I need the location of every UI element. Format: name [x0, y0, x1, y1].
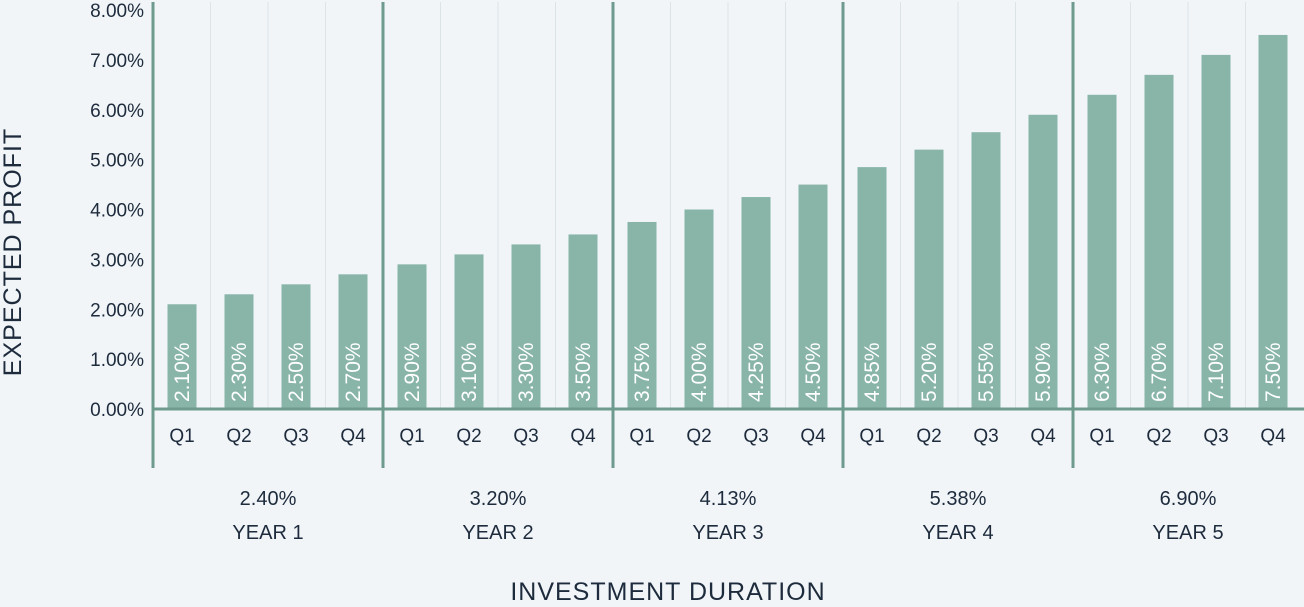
axes	[151, 2, 1304, 468]
labels: 2.10% Q1 2.30% Q2 2.50% Q3 2.70% Q4 2.40% YEAR 1 2…	[169, 342, 1286, 544]
y-tick-label: 7.00%	[90, 51, 144, 72]
bar	[684, 209, 714, 409]
bar	[627, 221, 657, 409]
bars	[167, 34, 1288, 410]
bar	[224, 294, 254, 409]
quarter-label: Q1	[169, 426, 194, 447]
bar	[454, 254, 484, 409]
bar	[1258, 34, 1288, 409]
year-label: YEAR 3	[692, 522, 763, 544]
quarter-label: Q2	[226, 426, 251, 447]
bar	[914, 149, 944, 409]
quarter-label: Q1	[859, 426, 884, 447]
bar	[281, 284, 311, 409]
bar-value-label: 5.20%	[918, 342, 941, 402]
year-average-label: 6.90%	[1160, 488, 1217, 510]
quarter-label: Q4	[570, 426, 596, 447]
bar	[1201, 54, 1231, 409]
bar	[1087, 94, 1117, 409]
bar-value-label: 2.10%	[171, 342, 194, 402]
bar-value-label: 4.25%	[745, 342, 768, 402]
year-label: YEAR 4	[922, 522, 993, 544]
quarter-label: Q2	[456, 426, 481, 447]
bar	[397, 264, 427, 409]
bar	[971, 132, 1001, 409]
y-tick-label: 4.00%	[90, 201, 144, 222]
bar-value-label: 4.50%	[802, 342, 825, 402]
y-tick-label: 1.00%	[90, 350, 144, 371]
bar-value-label: 3.10%	[458, 342, 481, 402]
bar-value-label: 2.30%	[228, 342, 251, 402]
y-tick-label: 8.00%	[90, 1, 144, 22]
bar-value-label: 6.30%	[1091, 342, 1114, 402]
bar-value-label: 4.00%	[688, 342, 711, 402]
quarter-label: Q2	[916, 426, 941, 447]
bar-value-label: 2.70%	[342, 342, 365, 402]
quarter-label: Q3	[743, 426, 768, 447]
bar	[857, 167, 887, 409]
year-label: YEAR 1	[232, 522, 303, 544]
year-average-label: 5.38%	[930, 488, 987, 510]
bar	[338, 274, 368, 409]
bar	[798, 184, 828, 409]
quarter-label: Q4	[1260, 426, 1286, 447]
y-tick-label: 2.00%	[90, 300, 144, 321]
y-tick-label: 0.00%	[90, 400, 144, 421]
bar	[167, 304, 197, 409]
bar-value-label: 3.50%	[572, 342, 595, 402]
y-tick-label: 5.00%	[90, 151, 144, 172]
bar-value-label: 2.50%	[285, 342, 308, 402]
bar-value-label: 7.10%	[1205, 342, 1228, 402]
bar-value-label: 7.50%	[1262, 342, 1285, 402]
quarter-label: Q1	[1089, 426, 1114, 447]
quarter-label: Q3	[973, 426, 998, 447]
quarter-label: Q4	[1030, 426, 1056, 447]
year-label: YEAR 2	[462, 522, 533, 544]
quarter-label: Q2	[1146, 426, 1171, 447]
bar	[511, 244, 541, 409]
year-average-label: 2.40%	[240, 488, 297, 510]
bar-value-label: 5.90%	[1032, 342, 1055, 402]
bar	[568, 234, 598, 409]
bar	[741, 197, 771, 409]
quarter-label: Q4	[340, 426, 366, 447]
bar-value-label: 3.75%	[631, 342, 654, 402]
quarter-label: Q2	[686, 426, 711, 447]
quarter-label: Q1	[399, 426, 424, 447]
year-average-label: 4.13%	[700, 488, 757, 510]
x-axis-title: INVESTMENT DURATION	[510, 578, 825, 606]
y-axis-ticks: 0.00% 1.00% 2.00% 3.00% 4.00% 5.00% 6.00% 7.00%…	[90, 1, 144, 421]
bar-value-label: 4.85%	[861, 342, 884, 402]
quarter-label: Q3	[283, 426, 308, 447]
quarter-label: Q1	[629, 426, 654, 447]
y-tick-label: 3.00%	[90, 250, 144, 271]
year-label: YEAR 5	[1152, 522, 1223, 544]
quarter-label: Q3	[513, 426, 538, 447]
bar-value-label: 3.30%	[515, 342, 538, 402]
bar-value-label: 6.70%	[1148, 342, 1171, 402]
quarter-label: Q3	[1203, 426, 1228, 447]
y-axis-title: EXPECTED PROFIT	[0, 128, 27, 376]
quarter-label: Q4	[800, 426, 826, 447]
bar-value-label: 2.90%	[401, 342, 424, 402]
year-average-label: 3.20%	[470, 488, 527, 510]
bar-value-label: 5.55%	[975, 342, 998, 402]
bar	[1144, 74, 1174, 410]
grid-lines	[210, 2, 1246, 409]
y-tick-label: 6.00%	[90, 101, 144, 122]
bar	[1028, 114, 1058, 410]
